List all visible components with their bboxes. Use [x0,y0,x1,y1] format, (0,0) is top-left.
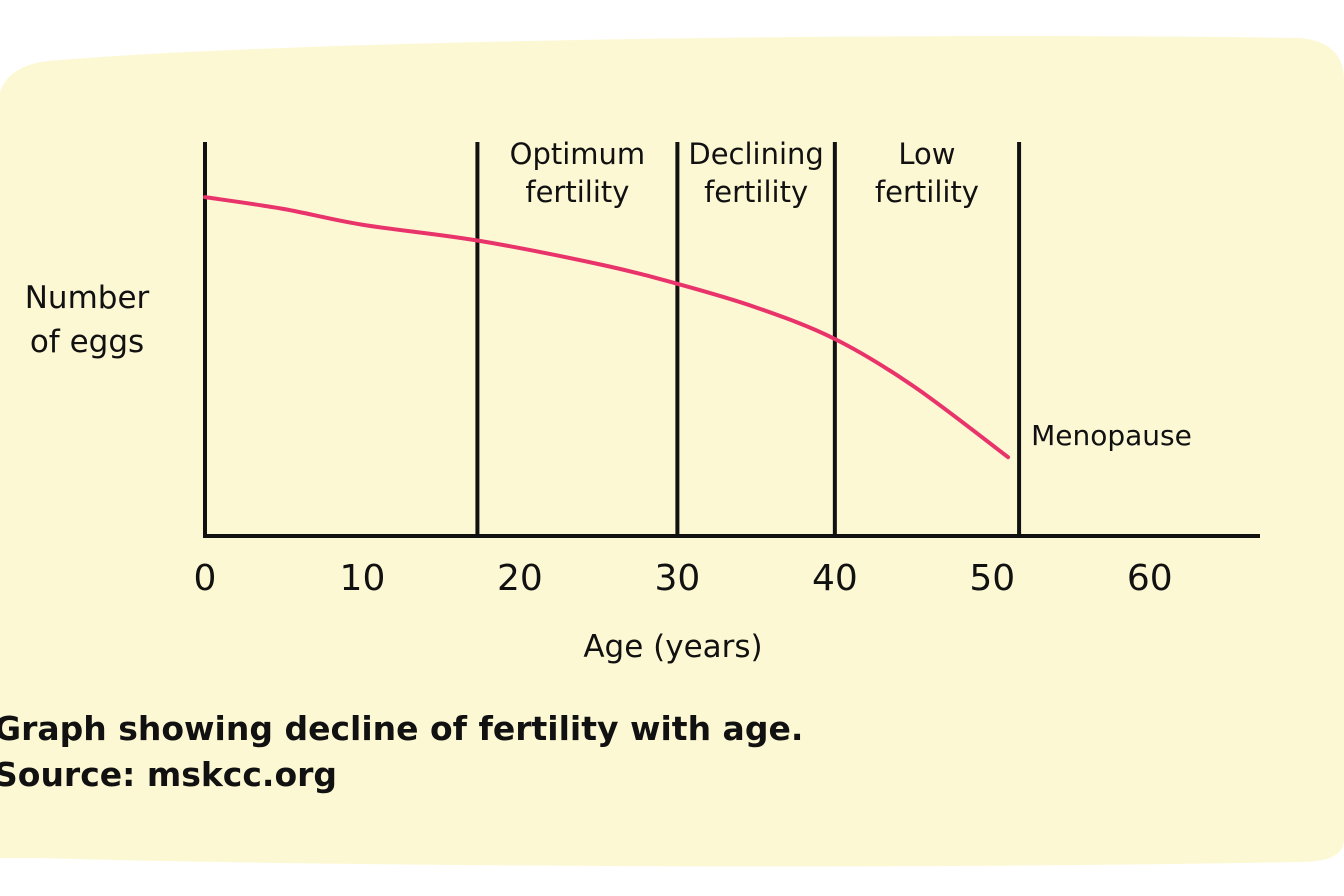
y-axis-label: Number of eggs [25,280,150,360]
caption-title: Graph showing decline of fertility with … [0,709,804,748]
x-tick-label-50: 50 [969,558,1015,599]
x-tick-labels: 0 10 20 30 40 50 60 [194,558,1173,599]
y-axis-label-text: Number of eggs [25,280,150,360]
zone-label-0: Optimum fertility [510,137,646,209]
background-shape [0,36,1344,867]
x-axis-label: Age (years) [583,629,762,665]
zone-label-1: Declining fertility [688,137,823,209]
zone-label-2: Low fertility [875,137,979,209]
caption-source: Source: mskcc.org [0,755,338,794]
x-tick-label-0: 0 [194,558,217,599]
x-tick-label-30: 30 [654,558,700,599]
series-line-eggs [203,195,1011,460]
x-tick-label-20: 20 [497,558,543,599]
zone-labels: Optimum fertility Declining fertility Low fer… [510,137,979,209]
x-tick-label-10: 10 [340,558,386,599]
menopause-label: Menopause [1031,419,1192,452]
x-tick-label-60: 60 [1127,558,1173,599]
x-tick-label-40: 40 [812,558,858,599]
